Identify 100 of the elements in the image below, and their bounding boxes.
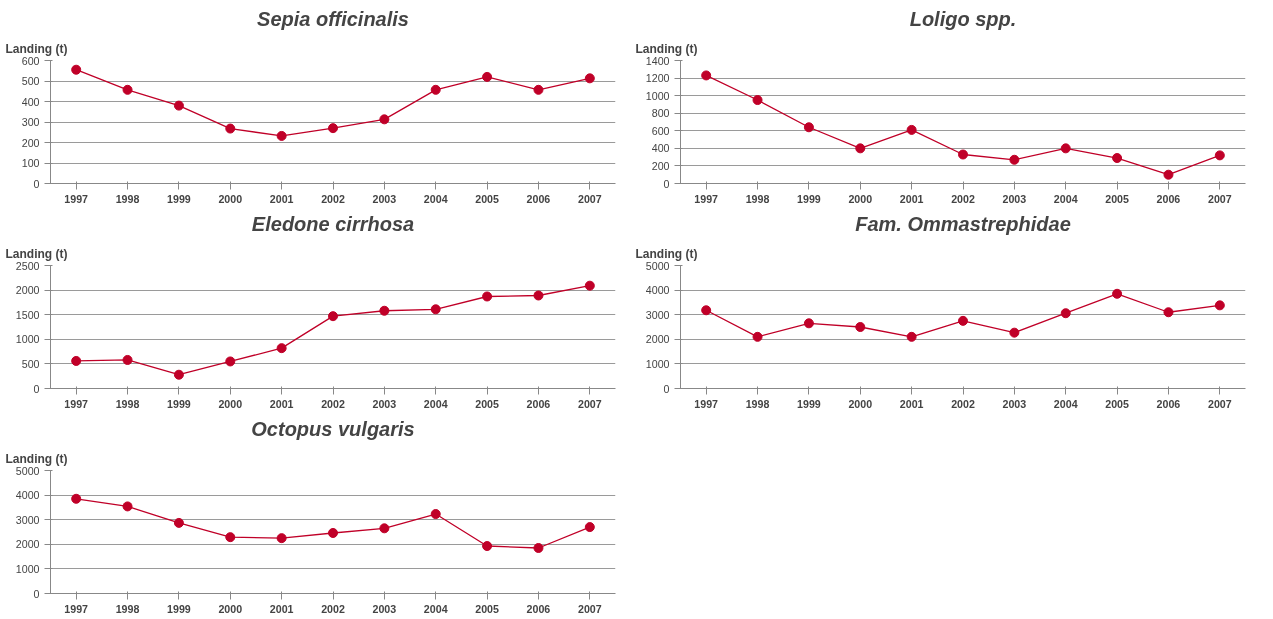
point [533, 84, 544, 95]
y-tick-label: 0 [33, 587, 40, 600]
x-tick-label: 2004 [1053, 192, 1078, 205]
y-axis-title: Landing (t) [635, 246, 698, 261]
point [379, 114, 390, 125]
x-tick-label: 2002 [321, 192, 345, 205]
y-tick-label: 4000 [645, 284, 670, 297]
point [328, 123, 338, 134]
x-tick-label: 2001 [269, 192, 294, 205]
point [482, 291, 493, 302]
point [122, 84, 133, 95]
y-tick-label: 1200 [645, 72, 670, 85]
x-tick-label: 2000 [218, 397, 243, 410]
y-tick-label: 600 [651, 124, 670, 137]
y-tick-label: 2000 [15, 538, 40, 551]
x-tick-label: 2002 [951, 192, 975, 205]
y-tick-label: 600 [21, 54, 40, 67]
x-tick-label: 2003 [372, 397, 397, 410]
point [328, 527, 338, 538]
y-axis-title: Landing (t) [5, 451, 68, 466]
x-tick-label: 2001 [269, 602, 294, 615]
point [1112, 288, 1123, 299]
x-tick-label: 2005 [475, 397, 500, 410]
point [379, 305, 390, 316]
x-tick-label: 1997 [64, 602, 89, 615]
x-tick-label: 1997 [64, 192, 89, 205]
x-tick-label: 2003 [372, 602, 397, 615]
y-tick-label: 0 [33, 177, 40, 190]
x-tick-label: 2002 [321, 397, 345, 410]
x-tick-label: 2006 [526, 602, 551, 615]
point [430, 304, 441, 315]
point [584, 73, 595, 84]
y-tick-label: 0 [33, 382, 40, 395]
point [225, 532, 236, 543]
x-tick-label: 2004 [423, 602, 448, 615]
y-tick-label: 500 [21, 357, 40, 370]
x-tick-label: 2007 [1207, 192, 1232, 205]
point [225, 123, 236, 134]
point [958, 149, 968, 160]
y-tick-label: 4000 [15, 489, 40, 502]
point [430, 84, 441, 95]
point [71, 355, 82, 366]
point [225, 356, 236, 367]
x-tick-label: 1997 [64, 397, 89, 410]
x-tick-label: 1999 [797, 397, 821, 410]
x-tick-label: 2004 [1053, 397, 1078, 410]
chart-title: Fam. Ommastrephidae [855, 212, 1071, 235]
x-tick-label: 2005 [475, 192, 500, 205]
point [1163, 307, 1174, 318]
y-tick-label: 0 [663, 177, 670, 190]
chart-title: Octopus vulgaris [251, 417, 415, 440]
x-tick-label: 2006 [526, 397, 551, 410]
point [1009, 154, 1020, 165]
x-tick-label: 1998 [745, 397, 770, 410]
x-tick-label: 2007 [577, 602, 602, 615]
point [803, 122, 814, 133]
x-tick-label: 1998 [115, 397, 140, 410]
point [71, 493, 82, 504]
x-tick-label: 2000 [848, 192, 873, 205]
x-tick-label: 2007 [1207, 397, 1232, 410]
y-tick-label: 1000 [645, 89, 670, 102]
point [855, 143, 866, 154]
point [173, 369, 184, 380]
point [379, 523, 390, 534]
x-tick-label: 1999 [167, 192, 191, 205]
point [328, 311, 338, 322]
x-tick-label: 1997 [694, 397, 719, 410]
point [906, 124, 917, 135]
y-tick-label: 200 [21, 136, 40, 149]
x-tick-label: 2007 [577, 192, 602, 205]
point [701, 305, 712, 316]
x-tick-label: 2000 [218, 602, 243, 615]
y-tick-label: 400 [21, 95, 40, 108]
point [276, 343, 287, 354]
y-tick-label: 2500 [15, 259, 40, 272]
point [1214, 150, 1225, 161]
point [122, 354, 133, 365]
point [701, 70, 712, 81]
x-tick-label: 2005 [1105, 192, 1130, 205]
x-tick-label: 2006 [526, 192, 551, 205]
y-tick-label: 5000 [645, 259, 670, 272]
x-tick-label: 2003 [372, 192, 397, 205]
x-tick-label: 2001 [899, 397, 924, 410]
y-tick-label: 500 [21, 75, 40, 87]
x-tick-label: 2004 [423, 397, 448, 410]
point [1060, 143, 1071, 154]
x-tick-label: 2006 [1156, 192, 1181, 205]
x-tick-label: 2007 [577, 397, 602, 410]
point [584, 522, 595, 533]
point [1214, 300, 1225, 311]
y-tick-label: 1000 [15, 333, 40, 346]
y-tick-label: 0 [663, 382, 670, 395]
y-tick-label: 400 [651, 142, 670, 155]
x-tick-label: 1997 [694, 192, 719, 205]
y-tick-label: 200 [651, 159, 670, 172]
point [173, 100, 184, 111]
x-tick-label: 2003 [1002, 192, 1027, 205]
y-tick-label: 3000 [15, 513, 40, 526]
point [122, 501, 133, 512]
point [482, 71, 493, 82]
